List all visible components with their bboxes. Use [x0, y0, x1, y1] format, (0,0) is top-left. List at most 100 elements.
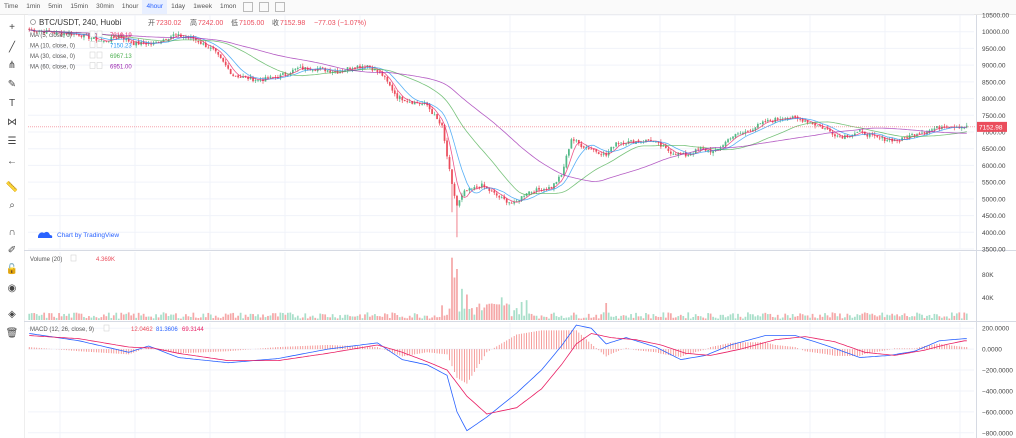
- settings-icon[interactable]: [243, 2, 254, 12]
- volume-bar: [595, 314, 598, 320]
- volume-bar: [199, 317, 202, 320]
- candle-body: [443, 124, 446, 141]
- candle-body: [868, 133, 871, 137]
- volume-bar: [75, 312, 78, 320]
- timeframe-1day[interactable]: 1day: [171, 3, 186, 10]
- ma-visibility-icon: [89, 30, 96, 38]
- volume-bar: [112, 315, 115, 320]
- volume-bar: [100, 317, 103, 320]
- macd-tick-label: 0.0000: [982, 347, 1002, 354]
- camera-icon[interactable]: [259, 2, 270, 12]
- candle-body: [697, 148, 700, 150]
- crosshair-icon[interactable]: +: [9, 21, 15, 33]
- candle-body: [428, 104, 431, 110]
- text-icon[interactable]: T: [8, 97, 16, 109]
- lock-drawings-icon[interactable]: ✐: [7, 244, 17, 256]
- volume-bar: [408, 315, 411, 320]
- price-tick-label: 7000.00: [982, 130, 1006, 137]
- candle-body: [732, 136, 734, 139]
- volume-bar: [906, 315, 908, 320]
- volume-bar: [229, 313, 232, 320]
- timeframe-1mon[interactable]: 1mon: [219, 3, 237, 10]
- timeframe-1min[interactable]: 1min: [26, 3, 41, 10]
- volume-bar: [697, 316, 700, 320]
- candle-body: [197, 40, 200, 43]
- lock-icon[interactable]: 🔓: [5, 263, 19, 275]
- candle-body: [60, 32, 63, 35]
- ruler-icon[interactable]: 📏: [5, 181, 19, 193]
- volume-bar: [739, 316, 742, 320]
- candle-body: [38, 31, 41, 33]
- candle-body: [78, 34, 80, 36]
- pattern-icon[interactable]: ⋈: [7, 116, 17, 128]
- timeframe-15min[interactable]: 15min: [70, 3, 89, 10]
- candle-body: [135, 41, 138, 46]
- candle-body: [172, 34, 175, 37]
- candle-body: [704, 148, 707, 151]
- timeframe-4hour[interactable]: 4hour: [142, 0, 168, 14]
- candle-body: [120, 35, 123, 38]
- candle-body: [132, 42, 135, 46]
- volume-bar: [282, 312, 284, 320]
- candle-body: [600, 154, 603, 156]
- arrow-icon[interactable]: ←: [7, 155, 17, 167]
- zoom-icon[interactable]: ⌕: [9, 199, 15, 211]
- candle-body: [752, 129, 754, 132]
- candle-body: [560, 175, 563, 177]
- candle-body: [344, 70, 346, 71]
- volume-bar: [533, 315, 535, 320]
- candle-body: [403, 99, 406, 102]
- volume-bar: [965, 313, 968, 320]
- candle-body: [376, 69, 379, 73]
- magnet-icon[interactable]: ∩: [8, 226, 16, 238]
- volume-bar: [217, 317, 220, 320]
- volume-bar: [386, 314, 389, 320]
- volume-bar: [190, 316, 192, 320]
- volume-bars-group: [28, 257, 968, 320]
- volume-bar: [145, 316, 147, 320]
- timeframe-30min[interactable]: 30min: [96, 3, 114, 10]
- candle-body: [769, 120, 772, 121]
- volume-bar: [776, 314, 779, 320]
- candle-body: [483, 184, 486, 187]
- eye-icon[interactable]: ◉: [7, 282, 17, 294]
- candle-body: [590, 148, 593, 150]
- timeframe-5min[interactable]: 5min: [48, 3, 63, 10]
- timeframe-1week[interactable]: 1week: [193, 3, 212, 10]
- candle-body: [533, 191, 535, 193]
- fib-icon[interactable]: ☰: [7, 135, 17, 147]
- ma-legend-value: 7210.19: [110, 33, 132, 39]
- trend-line-icon[interactable]: ╱: [8, 41, 16, 53]
- candle-body: [647, 139, 650, 141]
- candle-body: [625, 143, 627, 145]
- candle-body: [612, 146, 615, 148]
- volume-bar: [831, 312, 834, 320]
- fullscreen-icon[interactable]: [275, 2, 286, 12]
- trash-icon[interactable]: 🗑: [5, 327, 19, 339]
- brush-icon[interactable]: ✎: [7, 78, 17, 90]
- candle-body: [346, 67, 349, 71]
- timeframe-1hour[interactable]: 1hour: [121, 3, 139, 10]
- volume-bar: [331, 314, 334, 320]
- candle-body: [145, 43, 147, 45]
- candle-body: [456, 195, 458, 206]
- symbol-title: BTC/USDT, 240, Huobi: [39, 18, 121, 27]
- candle-body: [933, 128, 936, 131]
- volume-bar: [478, 303, 481, 320]
- layers-icon[interactable]: ◈: [8, 308, 16, 320]
- volume-bar: [403, 317, 406, 320]
- candle-body: [393, 90, 396, 94]
- volume-bar: [518, 314, 521, 320]
- candle-body: [259, 80, 262, 81]
- candle-body: [791, 116, 794, 119]
- timeframe-time[interactable]: Time: [4, 3, 19, 10]
- candle-body: [170, 36, 172, 40]
- pitchfork-icon[interactable]: ⋔: [7, 59, 17, 71]
- candle-body: [739, 133, 742, 135]
- candle-body: [839, 136, 841, 138]
- volume-bar: [826, 315, 829, 320]
- candle-body: [587, 147, 590, 149]
- volume-bar: [272, 313, 274, 320]
- volume-bar: [931, 318, 933, 320]
